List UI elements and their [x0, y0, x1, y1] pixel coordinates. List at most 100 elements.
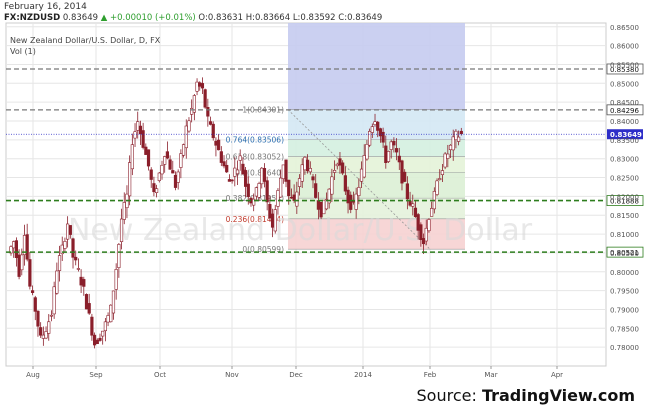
- candle-body: [130, 144, 134, 170]
- candle-body: [217, 139, 221, 151]
- fib-zone: [288, 139, 465, 157]
- y-tick-label: 0.81500: [610, 212, 639, 220]
- candle-body: [90, 316, 94, 336]
- candle-body: [119, 218, 124, 242]
- candle-body: [198, 82, 202, 87]
- candle-body: [341, 162, 345, 174]
- candle-body: [295, 191, 299, 207]
- x-tick-label: Feb: [424, 371, 437, 379]
- candle-body: [378, 128, 383, 137]
- candle-body: [173, 174, 178, 188]
- fib-zone: [288, 218, 465, 250]
- source-prefix: Source:: [416, 386, 482, 405]
- candle-body: [394, 148, 399, 153]
- high-value: 0.83664: [254, 13, 291, 23]
- candle-body: [292, 194, 296, 201]
- candle-body: [408, 200, 412, 206]
- candle-body: [268, 204, 272, 219]
- level-price-box: [606, 246, 644, 258]
- candle-body: [222, 161, 226, 167]
- fib-zone-top: [288, 23, 465, 110]
- candle-body: [39, 327, 43, 336]
- candle-body: [373, 121, 377, 125]
- candle-body: [114, 269, 118, 290]
- time-axis[interactable]: Aug Sep Oct Nov Dec 2014 Feb Mar Apr: [26, 366, 563, 379]
- candle-body: [459, 130, 463, 135]
- candle-body: [257, 183, 261, 198]
- candle-body: [397, 155, 401, 163]
- candle-body: [273, 209, 277, 232]
- y-tick-label: 0.85000: [610, 80, 639, 88]
- candle-body: [146, 149, 151, 167]
- low-value: 0.83592: [300, 13, 336, 23]
- candle-body: [338, 158, 342, 166]
- candle-body: [311, 176, 315, 181]
- price-axis[interactable]: 0.86500 0.86000 0.85500 0.85000 0.84500 0.840…: [610, 24, 639, 352]
- x-tick-label: Mar: [484, 371, 497, 379]
- x-tick-label: Apr: [551, 371, 563, 379]
- candle-body: [276, 190, 280, 207]
- fibonacci-retracement[interactable]: 1(0.84301)0.764(0.83506)0.618(0.83052)0.…: [226, 23, 465, 254]
- candle-body: [448, 144, 453, 150]
- y-tick-label: 0.79500: [610, 288, 639, 296]
- candle-body: [252, 198, 256, 206]
- horizontal-levels[interactable]: 0.85380 0.84296 0.81888 0.80521 0.83649: [6, 63, 644, 258]
- candle-body: [403, 171, 407, 182]
- candle-body: [106, 315, 110, 323]
- level-price-label: 0.85380: [610, 66, 639, 74]
- candle-body: [314, 183, 318, 198]
- candle-body: [141, 130, 145, 148]
- volume-indicator-label[interactable]: Vol (1): [10, 47, 36, 56]
- candle-body: [389, 141, 393, 150]
- candle-body: [128, 162, 132, 197]
- candle-body: [400, 160, 404, 184]
- candle-body: [200, 83, 205, 89]
- candle-body: [211, 123, 215, 139]
- candle-body: [405, 183, 409, 200]
- candle-body: [111, 290, 116, 314]
- x-tick-label: Aug: [26, 371, 40, 379]
- candle-body: [454, 130, 458, 141]
- y-tick-label: 0.78000: [610, 344, 639, 352]
- candle-body: [419, 224, 423, 240]
- candle-body: [41, 334, 45, 339]
- candles: [9, 77, 463, 349]
- candle-body: [82, 279, 86, 287]
- candle-body: [122, 202, 126, 220]
- symbol-label: FX:NZDUSD: [4, 13, 61, 23]
- candle-body: [181, 144, 186, 156]
- candle-body: [33, 297, 37, 312]
- candle-body: [92, 334, 97, 346]
- chart-title: New Zealand Dollar/U.S. Dollar, D, FX: [10, 36, 161, 45]
- change-value: +0.00010 (+0.01%): [109, 13, 196, 23]
- candle-body: [440, 170, 445, 175]
- fib-zone: [288, 198, 465, 219]
- candle-body: [44, 331, 48, 339]
- candle-body: [362, 155, 366, 178]
- candle-body: [284, 159, 288, 182]
- candle-body: [14, 240, 18, 259]
- candle-body: [155, 188, 159, 193]
- open-label: O:: [198, 13, 208, 23]
- high-label: H:: [245, 13, 255, 23]
- candle-body: [421, 238, 426, 245]
- candle-body: [187, 120, 191, 132]
- quote-line: FX:NZDUSD 0.83649 ▲ +0.00010 (+0.01%) O:…: [4, 13, 382, 23]
- candle-body: [195, 81, 199, 92]
- y-tick-label: 0.78500: [610, 325, 639, 333]
- candle-body: [416, 214, 420, 231]
- fib-level-label: 0(0.80599): [242, 245, 284, 254]
- level-price-label: 0.81888: [610, 198, 639, 206]
- candle-body: [230, 179, 234, 182]
- candle-body: [330, 176, 334, 195]
- candle-body: [451, 136, 455, 151]
- y-tick-label: 0.82500: [610, 175, 639, 183]
- y-tick-label: 0.84500: [610, 99, 639, 107]
- fib-trend-line: [287, 109, 431, 250]
- fib-zone: [288, 156, 465, 173]
- candle-body: [30, 290, 35, 293]
- candle-body: [101, 330, 105, 337]
- source-credit: Source: TradingView.com: [417, 386, 635, 405]
- candle-body: [279, 177, 283, 198]
